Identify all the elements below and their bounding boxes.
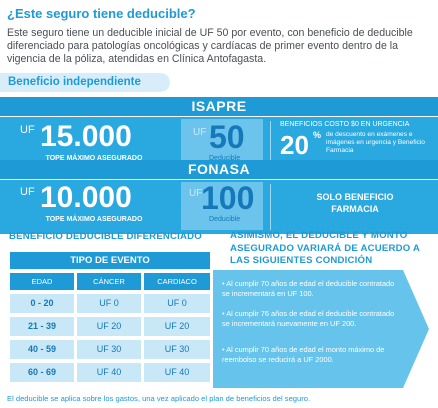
condition-item: • Al cumplir 76 años de edad el deducibl… xyxy=(222,309,395,328)
fonasa-benefit-line1: SOLO BENEFICIO xyxy=(316,192,394,202)
table-cell-cancer: UF 40 xyxy=(77,363,141,382)
conditions-title: ASIMISMO, EL DEDUCIBLE Y MONTO ASEGURADO… xyxy=(230,230,420,266)
diferenciado-title: BENEFICIO DEDUCIBLE DIFERENCIADO xyxy=(9,231,202,242)
isapre-ded-label: Deducible xyxy=(209,155,241,162)
fonasa-ded-value: 100 xyxy=(201,180,255,216)
isapre-tope-value: 15.000 xyxy=(40,120,132,153)
table-cell-cardiaco: UF 30 xyxy=(144,340,210,359)
isapre-ded-uf: UF xyxy=(193,127,207,138)
isapre-tope-uf: UF xyxy=(20,124,35,136)
table-cell-cancer: UF 20 xyxy=(77,317,141,336)
fonasa-divider xyxy=(270,184,271,230)
fonasa-panel: UF 10.000 TOPE MÁXIMO ASEGURADO UF 100 D… xyxy=(0,180,438,234)
benefit-pill-label: Beneficio independiente xyxy=(8,76,141,88)
fonasa-tope-value: 10.000 xyxy=(40,181,132,214)
table-cell-edad: 40 - 59 xyxy=(10,340,74,359)
col-header-cancer: CÁNCER xyxy=(77,273,141,290)
intro-paragraph: Este seguro tiene un deducible inicial d… xyxy=(7,27,413,66)
conditions-arrow xyxy=(403,270,429,388)
table-cell-cardiaco: UF 20 xyxy=(144,317,210,336)
isapre-discount-number: 20 xyxy=(280,130,309,160)
isapre-tope-label: TOPE MÁXIMO ASEGURADO xyxy=(45,155,143,162)
table-cell-cancer: UF 30 xyxy=(77,340,141,359)
fonasa-tope-label: TOPE MÁXIMO ASEGURADO xyxy=(45,216,143,223)
conditions-box xyxy=(213,270,403,388)
fonasa-ded-uf: UF xyxy=(189,188,203,199)
fonasa-tope-uf: UF xyxy=(20,186,35,198)
benefit-pill: Beneficio independiente xyxy=(0,73,170,92)
isapre-discount-symbol: % xyxy=(313,130,322,140)
isapre-divider xyxy=(270,121,271,167)
table-cell-edad: 0 - 20 xyxy=(10,294,74,313)
isapre-benefit-title: BENEFICIOS COSTO $0 EN URGENCIA xyxy=(280,121,410,128)
col-header-cardiaco: CARDIACO xyxy=(144,273,210,290)
isapre-header: ISAPRE xyxy=(0,97,438,116)
isapre-discount-text: de descuento en exámenes e imágenes en u… xyxy=(326,131,425,154)
table-cell-cancer: UF 0 xyxy=(77,294,141,313)
fonasa-header: FONASA xyxy=(0,160,438,179)
footer-note: El deducible se aplica sobre los gastos,… xyxy=(7,394,311,403)
tipo-evento-header: TIPO DE EVENTO xyxy=(10,252,210,269)
table-cell-cardiaco: UF 0 xyxy=(144,294,210,313)
table-cell-edad: 21 - 39 xyxy=(10,317,74,336)
isapre-ded-value: 50 xyxy=(209,119,245,155)
question-title: ¿Este seguro tiene deducible? xyxy=(7,6,196,21)
fonasa-ded-label: Deducible xyxy=(209,216,241,223)
table-cell-edad: 60 - 69 xyxy=(10,363,74,382)
fonasa-deductible-box: UF 100 Deducible xyxy=(181,180,263,230)
fonasa-benefit-line2: FARMACIA xyxy=(331,204,379,214)
condition-item: • Al cumplir 70 años de edad el monto má… xyxy=(222,345,385,364)
condition-item: • Al cumplir 70 años de edad el deducibl… xyxy=(222,279,395,298)
table-cell-cardiaco: UF 40 xyxy=(144,363,210,382)
isapre-deductible-box: UF 50 Deducible xyxy=(181,119,263,167)
col-header-edad: EDAD xyxy=(10,273,74,290)
